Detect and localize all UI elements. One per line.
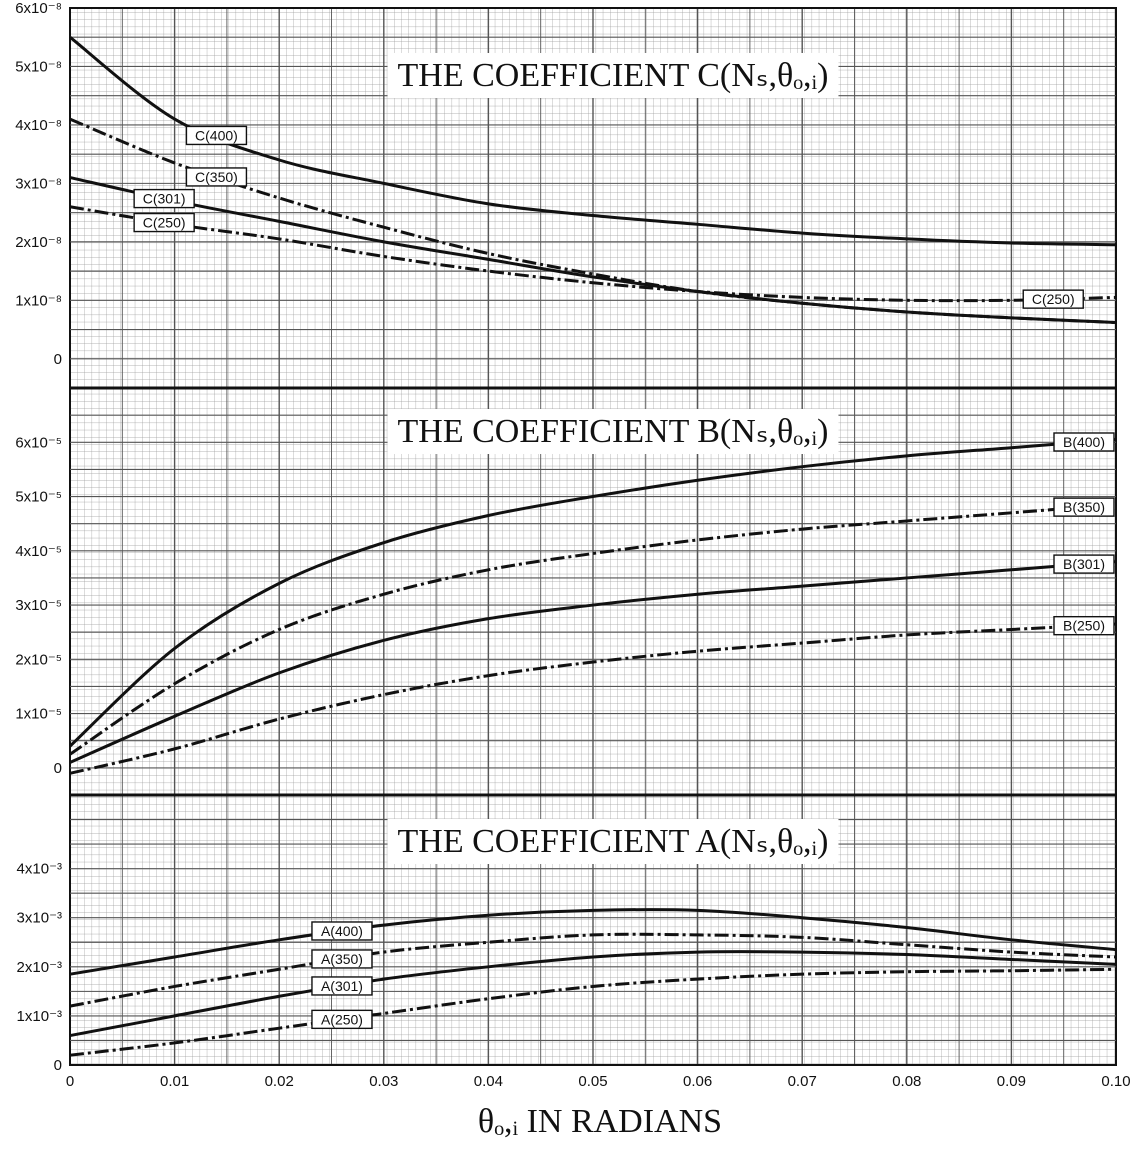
series-label-text: B(250) — [1063, 618, 1105, 634]
series-label-text: C(301) — [143, 191, 186, 207]
y-tick-label: 1x10⁻⁸ — [15, 292, 62, 309]
x-tick-label: 0.06 — [683, 1073, 712, 1090]
series-label-box — [185, 167, 248, 187]
series-line-c250 — [69, 205, 1117, 303]
series-label-c250: C(250) — [1022, 289, 1084, 309]
y-tick-label: 4x10⁻³ — [17, 861, 62, 878]
series-label-box — [311, 949, 373, 969]
y-tick-label: 6x10⁻⁸ — [15, 0, 62, 17]
series-label-box — [133, 212, 195, 233]
series-label-b400: B(400) — [1053, 432, 1115, 452]
series-label-a250: A(250) — [311, 1009, 373, 1030]
series-line-a301 — [69, 950, 1117, 1038]
series-label-text: B(301) — [1063, 556, 1105, 572]
series-label-a350: A(350) — [311, 949, 373, 969]
y-tick-label: 2x10⁻⁸ — [15, 234, 62, 251]
series-label-c350: C(350) — [185, 167, 248, 187]
y-tick-label: 2x10⁻⁵ — [15, 651, 62, 668]
series-line-b301 — [69, 560, 1117, 764]
series-line-b400 — [68, 438, 1117, 748]
series-label-c400: C(400) — [185, 125, 248, 146]
panel-title-background — [387, 819, 839, 864]
y-tick-label: 2x10⁻³ — [17, 959, 62, 976]
x-axis-label: θₒ,ᵢ IN RADIANS — [478, 1103, 722, 1140]
series-line-b350 — [69, 503, 1117, 756]
series-line-c301 — [69, 176, 1117, 325]
panel-title-background — [387, 53, 839, 98]
x-tick-label: 0.09 — [997, 1073, 1026, 1090]
y-tick-label: 3x10⁻³ — [17, 910, 62, 927]
y-tick-label: 0 — [54, 760, 62, 777]
series-line-b250 — [69, 622, 1117, 775]
series-label-box — [1053, 432, 1115, 452]
grid-layer — [69, 7, 1117, 1066]
series-line-a350 — [69, 932, 1117, 1008]
labels-layer: C(400) C(350) C(301) C(250) C(250) B(400) B(35… — [133, 125, 1115, 1030]
series-label-box — [311, 1009, 373, 1030]
y-tick-label: 1x10⁻⁵ — [15, 706, 62, 723]
series-label-box — [1053, 497, 1115, 517]
curves-layer — [68, 36, 1117, 1057]
y-tick-label: 3x10⁻⁵ — [15, 597, 62, 614]
text-layer: 0 1x10⁻⁸ 2x10⁻⁸ 3x10⁻⁸ 4x10⁻⁸ 5x10⁻⁸ 6x10⁻⁸ THE… — [15, 0, 1130, 1140]
series-label-b250: B(250) — [1053, 615, 1115, 636]
series-label-b350: B(350) — [1053, 497, 1115, 517]
series-label-a301: A(301) — [311, 976, 373, 996]
series-label-text: C(400) — [195, 127, 238, 143]
series-label-box — [1053, 615, 1115, 636]
x-tick-label: 0 — [66, 1073, 74, 1090]
series-label-box — [1022, 289, 1084, 309]
x-tick-label: 0.01 — [160, 1073, 189, 1090]
y-tick-label: 6x10⁻⁵ — [15, 434, 62, 451]
panel-title-background — [387, 409, 839, 454]
series-label-b301: B(301) — [1053, 554, 1115, 574]
series-label-a400: A(400) — [311, 921, 373, 941]
series-line-a250 — [69, 967, 1117, 1057]
series-label-box — [1053, 554, 1115, 574]
series-line-a400 — [69, 908, 1117, 976]
y-tick-label: 4x10⁻⁸ — [15, 117, 62, 134]
series-label-text: A(400) — [321, 923, 363, 939]
series-label-text: A(350) — [321, 951, 363, 967]
panel-title: THE COEFFICIENT A(Nₛ,θₒ,ᵢ) — [398, 823, 829, 860]
series-label-box — [311, 921, 373, 941]
x-tick-label: 0.02 — [265, 1073, 294, 1090]
x-tick-label: 0.10 — [1101, 1073, 1130, 1090]
series-line-c400 — [69, 36, 1117, 247]
y-tick-label: 3x10⁻⁸ — [15, 175, 62, 192]
panel-title: THE COEFFICIENT B(Nₛ,θₒ,ᵢ) — [398, 413, 829, 450]
plot-frame — [69, 7, 1117, 1066]
y-tick-label: 1x10⁻³ — [17, 1008, 62, 1025]
series-label-text: C(250) — [143, 215, 186, 231]
series-label-c250: C(250) — [133, 212, 195, 233]
series-label-text: B(350) — [1063, 499, 1105, 515]
x-tick-label: 0.04 — [474, 1073, 503, 1090]
series-label-text: A(250) — [321, 1011, 363, 1027]
series-label-text: B(400) — [1063, 434, 1105, 450]
series-label-text: A(301) — [321, 978, 363, 994]
x-tick-label: 0.03 — [369, 1073, 398, 1090]
x-tick-label: 0.07 — [788, 1073, 817, 1090]
series-label-c301: C(301) — [133, 188, 195, 209]
y-tick-label: 5x10⁻⁵ — [15, 489, 62, 506]
x-tick-label: 0.08 — [892, 1073, 921, 1090]
y-tick-label: 0 — [54, 351, 62, 368]
y-tick-label: 5x10⁻⁸ — [15, 58, 62, 75]
series-label-text: C(250) — [1032, 291, 1075, 307]
y-tick-label: 0 — [54, 1057, 62, 1074]
series-label-box — [185, 125, 248, 146]
series-label-box — [133, 188, 195, 209]
series-label-text: C(350) — [195, 169, 238, 185]
panel-title: THE COEFFICIENT C(Nₛ,θₒ,ᵢ) — [398, 57, 829, 94]
y-tick-label: 4x10⁻⁵ — [15, 543, 62, 560]
series-label-box — [311, 976, 373, 996]
x-tick-label: 0.05 — [578, 1073, 607, 1090]
